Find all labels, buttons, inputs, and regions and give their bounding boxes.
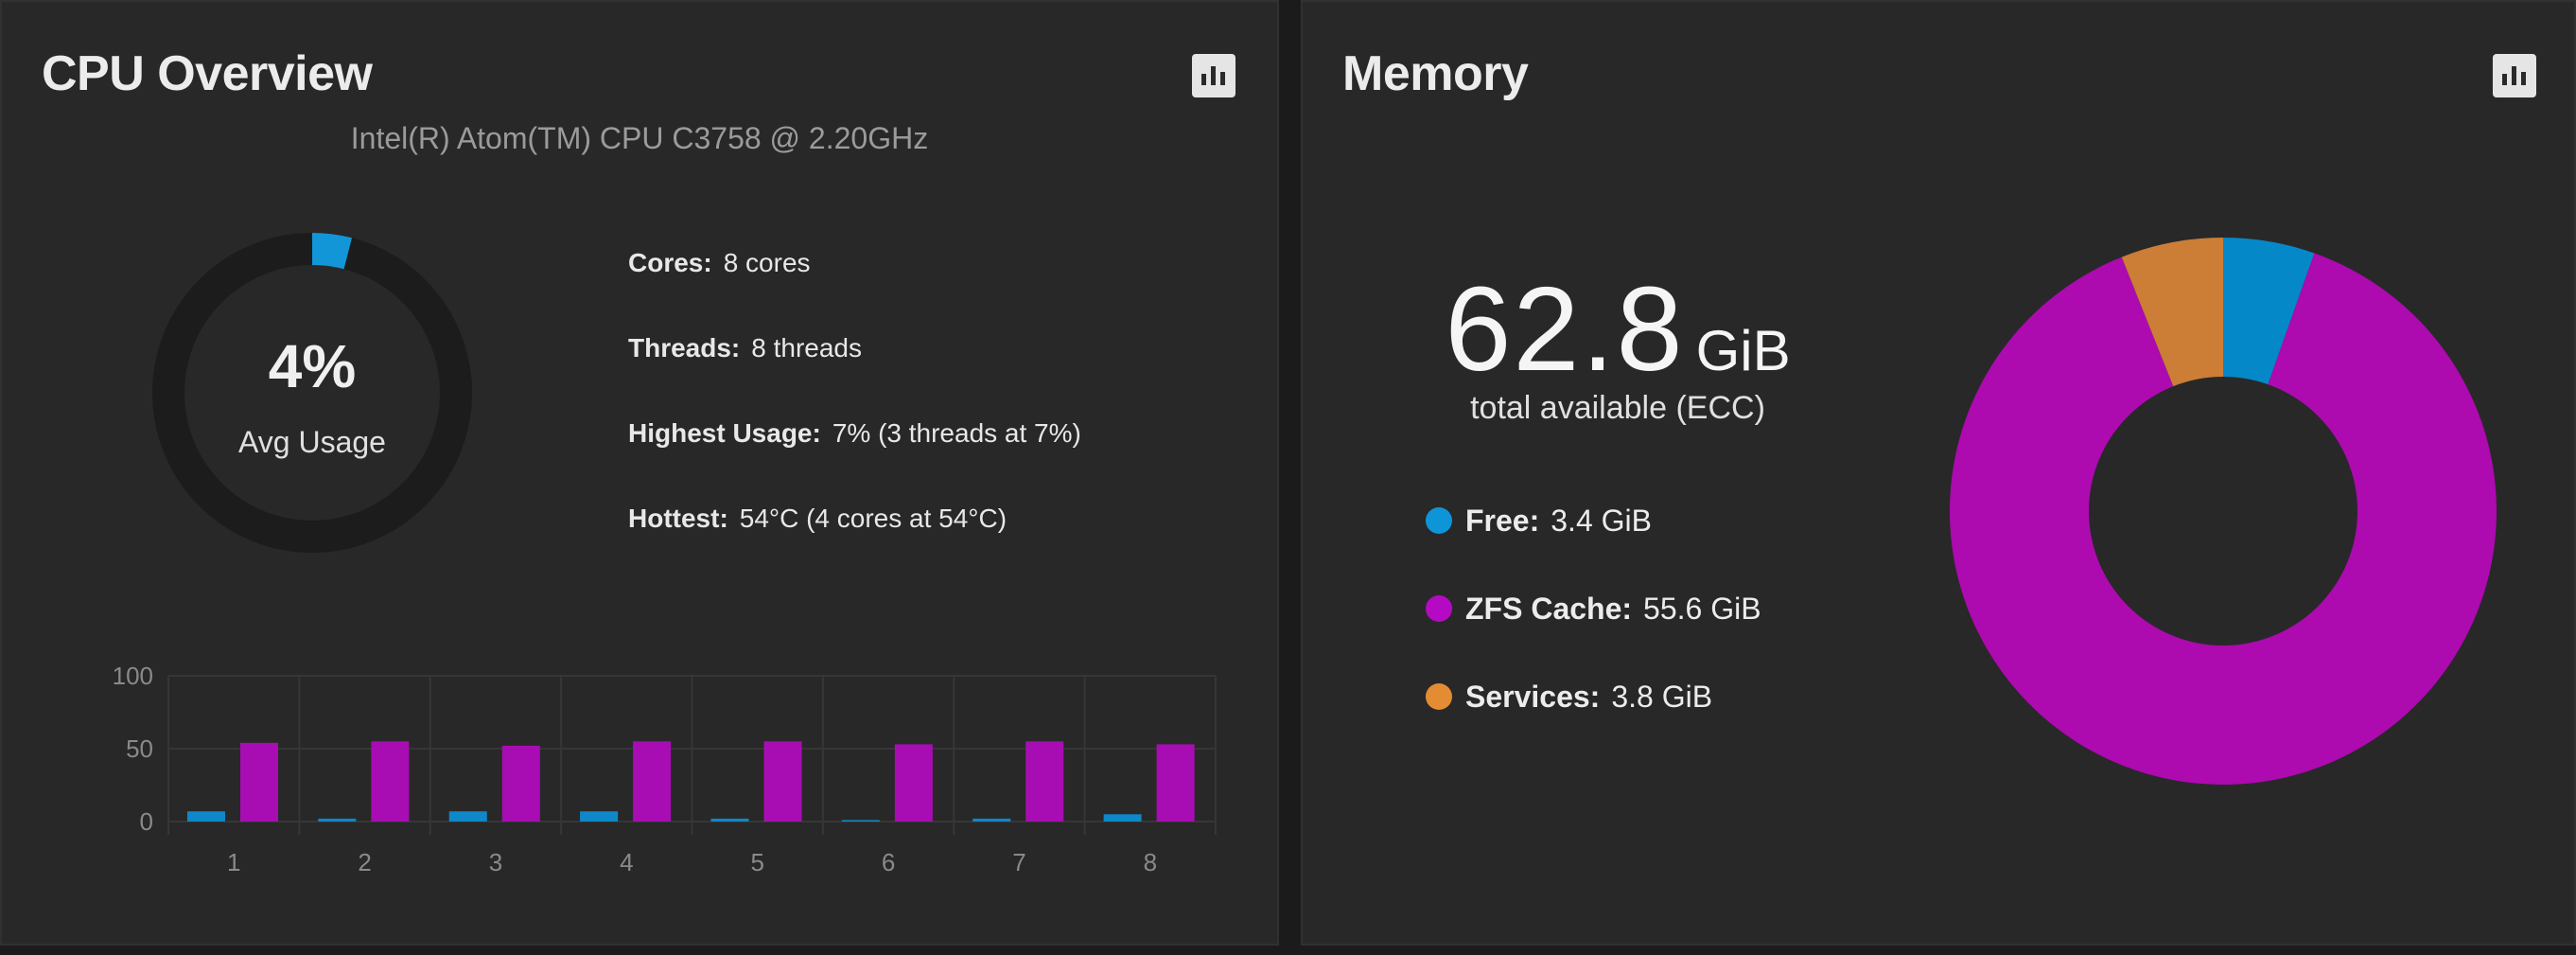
cpu-report-button[interactable] [1192,54,1235,97]
memory-total-unit: GiB [1695,319,1791,382]
memory-total-caption: total available (ECC) [1470,390,1765,426]
cores-value: 8 cores [723,248,811,277]
bar-thread-1-series-1 [187,811,225,822]
highest-usage-label: Highest Usage: [628,418,821,448]
donut-slice-zfs-cache [1950,253,2497,785]
x-tick-label: 7 [1012,848,1025,876]
bar-thread-6-series-2 [894,744,933,822]
x-tick-label: 2 [358,848,371,876]
memory-donut-chart [1950,238,2497,785]
legend-zfs-cache-label: ZFS Cache: [1465,592,1633,626]
avg-usage-label: Avg Usage [238,425,386,459]
y-tick-label: 0 [140,807,153,836]
highest-usage-stat: Highest Usage: 7% (3 threads at 7%) [628,418,1081,449]
bar-thread-3-series-2 [501,745,540,822]
x-tick-label: 8 [1144,848,1157,876]
highest-usage-value: 7% (3 threads at 7%) [832,418,1081,448]
cores-stat: Cores: 8 cores [628,248,811,278]
legend-free-label: Free: [1465,504,1540,538]
threads-stat: Threads: 8 threads [628,333,862,363]
x-tick-label: 1 [227,848,240,876]
legend-services: Services: 3.8 GiB [1426,680,1712,715]
avg-usage-gauge [152,233,472,553]
x-tick-label: 6 [882,848,895,876]
legend-free-dot [1426,507,1452,534]
legend-services-dot [1426,683,1452,710]
bar-thread-4-series-1 [580,811,619,822]
bar-thread-8-series-2 [1156,744,1195,822]
threads-value: 8 threads [751,333,862,363]
legend-services-label: Services: [1465,680,1601,714]
donut-slice-services [2121,238,2223,387]
cpu-model-name: Intel(R) Atom(TM) CPU C3758 @ 2.20GHz [350,121,929,155]
legend-zfs-cache-dot [1426,595,1452,622]
donut-slice-free [2223,238,2315,385]
legend-zfs-cache-value: 55.6 GiB [1643,592,1761,626]
avg-usage-value: 4% [268,332,357,400]
gauge-fill [152,233,472,553]
x-tick-label: 4 [620,848,633,876]
threads-label: Threads: [628,333,741,363]
bar-thread-7-series-1 [973,818,1011,822]
y-tick-label: 50 [126,734,153,763]
memory-report-button[interactable] [2493,54,2536,97]
legend-free-value: 3.4 GiB [1551,504,1652,538]
cores-label: Cores: [628,248,712,277]
bar-thread-4-series-2 [633,741,672,822]
memory-total-value: 62.8 [1445,262,1685,396]
bar-thread-5-series-1 [710,818,749,822]
hottest-value: 54°C (4 cores at 54°C) [739,504,1008,533]
y-tick-label: 100 [113,662,153,690]
memory-card-title: Memory [1342,46,1529,101]
bar-thread-6-series-1 [841,820,880,822]
x-tick-label: 5 [750,848,763,876]
hottest-stat: Hottest: 54°C (4 cores at 54°C) [628,504,1007,534]
legend-services-value: 3.8 GiB [1611,680,1713,714]
bar-thread-2-series-1 [318,818,357,822]
legend-zfs-cache: ZFS Cache: 55.6 GiB [1426,592,1761,627]
bar-chart-icon [1201,74,1206,85]
cpu-per-thread-chart: 0 50 100 1 2 3 4 5 6 7 8 [113,662,1217,876]
bar-thread-2-series-2 [371,741,410,822]
bar-thread-5-series-2 [763,741,802,822]
bar-thread-3-series-1 [448,811,487,822]
hottest-label: Hottest: [628,504,728,533]
bar-thread-8-series-1 [1103,814,1142,822]
cpu-card-title: CPU Overview [42,46,373,101]
memory-total: 62.8 GiB [1419,260,1816,398]
bar-thread-7-series-2 [1025,741,1064,822]
x-tick-label: 3 [489,848,502,876]
bar-thread-1-series-2 [240,742,278,822]
legend-free: Free: 3.4 GiB [1426,504,1652,539]
bar-chart-icon [2502,74,2507,85]
